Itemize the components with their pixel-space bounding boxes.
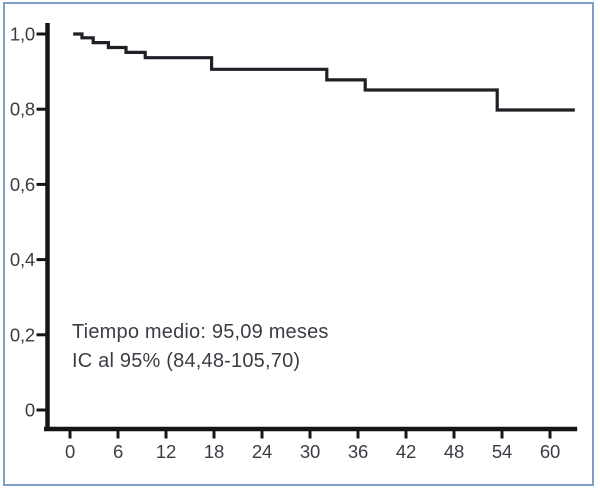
x-tick-label: 12	[156, 441, 176, 462]
stats-annotation: Tiempo medio: 95,09 meses IC al 95% (84,…	[72, 318, 329, 376]
x-tick-label: 0	[65, 441, 75, 462]
survival-curve	[73, 32, 575, 112]
x-tick-label: 36	[348, 441, 368, 462]
x-tick-label: 6	[113, 441, 123, 462]
y-tick-label: 0,4	[10, 249, 35, 270]
x-tick-label: 18	[204, 441, 224, 462]
axis-ticks	[36, 32, 552, 439]
x-tick-label: 54	[492, 441, 512, 462]
axes	[44, 23, 578, 432]
y-tick-label: 1,0	[10, 24, 35, 45]
x-tick-label: 30	[300, 441, 320, 462]
x-tick-label: 24	[252, 441, 272, 462]
x-tick-label: 60	[540, 441, 560, 462]
confidence-interval-text: IC al 95% (84,48-105,70)	[72, 350, 301, 372]
y-tick-label: 0,8	[10, 99, 35, 120]
km-step-curve	[73, 32, 575, 112]
x-tick-label: 48	[444, 441, 464, 462]
mean-time-text: Tiempo medio: 95,09 meses	[72, 321, 329, 343]
x-tick-label: 42	[396, 441, 416, 462]
y-tick-label: 0,2	[10, 324, 35, 345]
y-tick-label: 0	[25, 400, 35, 421]
axis-tick-labels: 1,0 0,8 0,6 0,4 0,2 0 0 6 12 18 24 30 36 42 48 54 60	[10, 24, 560, 463]
y-tick-label: 0,6	[10, 174, 35, 195]
